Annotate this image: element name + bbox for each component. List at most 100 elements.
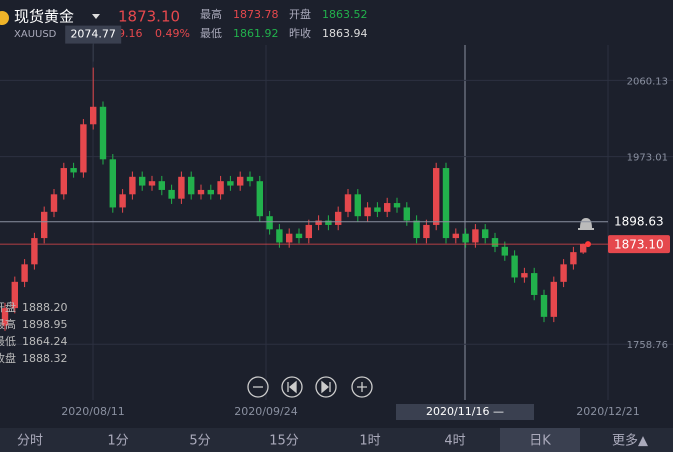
y-tick-label: 1973.01 bbox=[627, 153, 668, 164]
candle-body bbox=[452, 233, 459, 239]
label: 开盘 bbox=[289, 7, 311, 21]
last-price-dot bbox=[585, 241, 591, 248]
candle-body bbox=[237, 176, 244, 186]
candle-body bbox=[560, 264, 567, 282]
change: 9.16 bbox=[118, 27, 143, 40]
dropdown[interactable] bbox=[92, 14, 100, 19]
value: 1873.78 bbox=[233, 8, 279, 21]
zoom-out[interactable] bbox=[247, 376, 269, 398]
name: 现货黄金 bbox=[14, 8, 74, 26]
candle-body bbox=[482, 229, 489, 239]
candle-body bbox=[11, 281, 18, 309]
change-pct: 0.49% bbox=[155, 27, 190, 40]
candle-body bbox=[423, 224, 430, 239]
info-value: 1888.32 bbox=[22, 352, 68, 365]
tab[interactable]: 日K bbox=[529, 434, 551, 449]
tab-selected bbox=[500, 428, 580, 452]
label: 最高 bbox=[200, 7, 222, 21]
date-box bbox=[396, 404, 534, 420]
candle-body bbox=[246, 176, 254, 182]
zoom-in[interactable] bbox=[351, 376, 373, 398]
value: 1863.52 bbox=[322, 8, 368, 21]
y-tick-label: 1758.76 bbox=[627, 340, 668, 351]
candle-body bbox=[511, 255, 518, 278]
candle-body bbox=[442, 168, 450, 239]
tab[interactable]: 分时 bbox=[17, 434, 43, 449]
peak-box bbox=[65, 25, 122, 44]
crosshair-label: 1898.63 bbox=[614, 214, 664, 228]
candle-body bbox=[295, 233, 303, 239]
candle-body bbox=[315, 220, 322, 225]
label: 最低 bbox=[200, 27, 222, 40]
tab[interactable]: 15分 bbox=[269, 434, 299, 449]
candle-body bbox=[531, 273, 538, 295]
candle-body bbox=[188, 176, 195, 195]
price: 1873.10 bbox=[118, 8, 180, 26]
candle-body bbox=[276, 229, 283, 243]
info-value: 1898.95 bbox=[22, 318, 68, 331]
candle-body bbox=[21, 264, 28, 282]
candle-body bbox=[129, 176, 136, 195]
info-label: 最高 bbox=[0, 317, 16, 331]
candle-body bbox=[540, 294, 548, 317]
candle-body bbox=[139, 176, 146, 186]
x-tick-label: 2020/09/24 bbox=[234, 405, 297, 418]
candle-body bbox=[413, 220, 420, 239]
candle-body bbox=[344, 194, 352, 212]
peak-label: 2074.77 bbox=[70, 28, 116, 41]
info-value: 1888.20 bbox=[22, 301, 68, 314]
candle-body bbox=[462, 233, 469, 243]
candle-body bbox=[403, 207, 410, 221]
last-price-box bbox=[608, 235, 670, 254]
symbol: XAUUSD bbox=[14, 29, 57, 40]
nav-buttons bbox=[247, 376, 373, 398]
info-label: 开盘 bbox=[0, 300, 16, 314]
candle-body bbox=[325, 220, 332, 225]
candle-body bbox=[197, 189, 205, 195]
candle-body bbox=[550, 281, 557, 317]
candle-body bbox=[472, 229, 479, 243]
candle-body bbox=[393, 203, 401, 208]
prev[interactable] bbox=[281, 376, 303, 398]
candle-body bbox=[227, 181, 234, 186]
info-label: 收盘 bbox=[0, 351, 16, 365]
tab[interactable]: 1时 bbox=[359, 434, 380, 449]
label: 昨收 bbox=[289, 26, 311, 40]
last-price-label: 1873.10 bbox=[614, 238, 664, 252]
candle-body bbox=[50, 194, 58, 212]
candle-body bbox=[335, 211, 342, 225]
candle-body bbox=[148, 181, 156, 186]
candle-body bbox=[158, 181, 165, 190]
x-tick-label: 2020/11/16 — bbox=[426, 405, 504, 418]
logo bbox=[0, 11, 9, 25]
candle-body bbox=[501, 246, 508, 256]
candle-body bbox=[570, 252, 577, 265]
candle-body bbox=[354, 194, 361, 217]
tab[interactable]: 4时 bbox=[444, 434, 465, 449]
value: 1863.94 bbox=[322, 27, 368, 40]
candle-body bbox=[178, 176, 185, 199]
candle-body bbox=[364, 207, 371, 217]
tab[interactable]: 更多▲ bbox=[612, 433, 648, 449]
tab[interactable]: 5分 bbox=[189, 434, 210, 449]
alert-bell[interactable] bbox=[578, 218, 594, 230]
candle-body bbox=[305, 224, 312, 239]
candle-body bbox=[207, 189, 214, 195]
candle-body bbox=[31, 238, 38, 265]
candle-body bbox=[41, 211, 48, 239]
x-tick-label: 2020/12/21 bbox=[576, 405, 639, 418]
candle-body bbox=[217, 181, 224, 195]
y-tick-label: 2060.13 bbox=[627, 76, 668, 87]
candle-body bbox=[168, 189, 175, 199]
tab[interactable]: 1分 bbox=[107, 434, 128, 449]
next[interactable] bbox=[315, 376, 337, 398]
info-value: 1864.24 bbox=[22, 335, 68, 348]
info-label: 最低 bbox=[0, 335, 16, 348]
candle-body bbox=[80, 124, 87, 173]
candle-body bbox=[1, 308, 9, 326]
candle-body bbox=[491, 238, 499, 247]
candle-body bbox=[384, 203, 391, 212]
candle-body bbox=[580, 244, 587, 253]
candle-body bbox=[521, 273, 528, 278]
